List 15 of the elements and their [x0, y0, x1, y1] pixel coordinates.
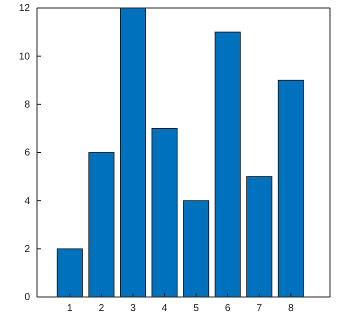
y-tick-label: 10 [18, 51, 30, 62]
x-tick-label: 4 [162, 303, 168, 314]
y-tick-label: 12 [18, 3, 30, 14]
y-tick-label: 4 [24, 196, 30, 207]
x-tick-label: 5 [193, 303, 200, 314]
y-tick-label: 8 [24, 100, 30, 111]
x-tick-label: 2 [98, 303, 105, 314]
y-tick-label: 6 [24, 148, 30, 159]
x-tick-label: 8 [288, 303, 294, 314]
y-tick-label: 0 [24, 292, 30, 304]
y-tick-label: 2 [24, 244, 30, 256]
x-tick-label: 1 [67, 303, 74, 314]
x-tick-label: 6 [224, 303, 231, 314]
x-tick-label: 7 [256, 303, 262, 314]
x-tick-label: 3 [130, 303, 136, 314]
